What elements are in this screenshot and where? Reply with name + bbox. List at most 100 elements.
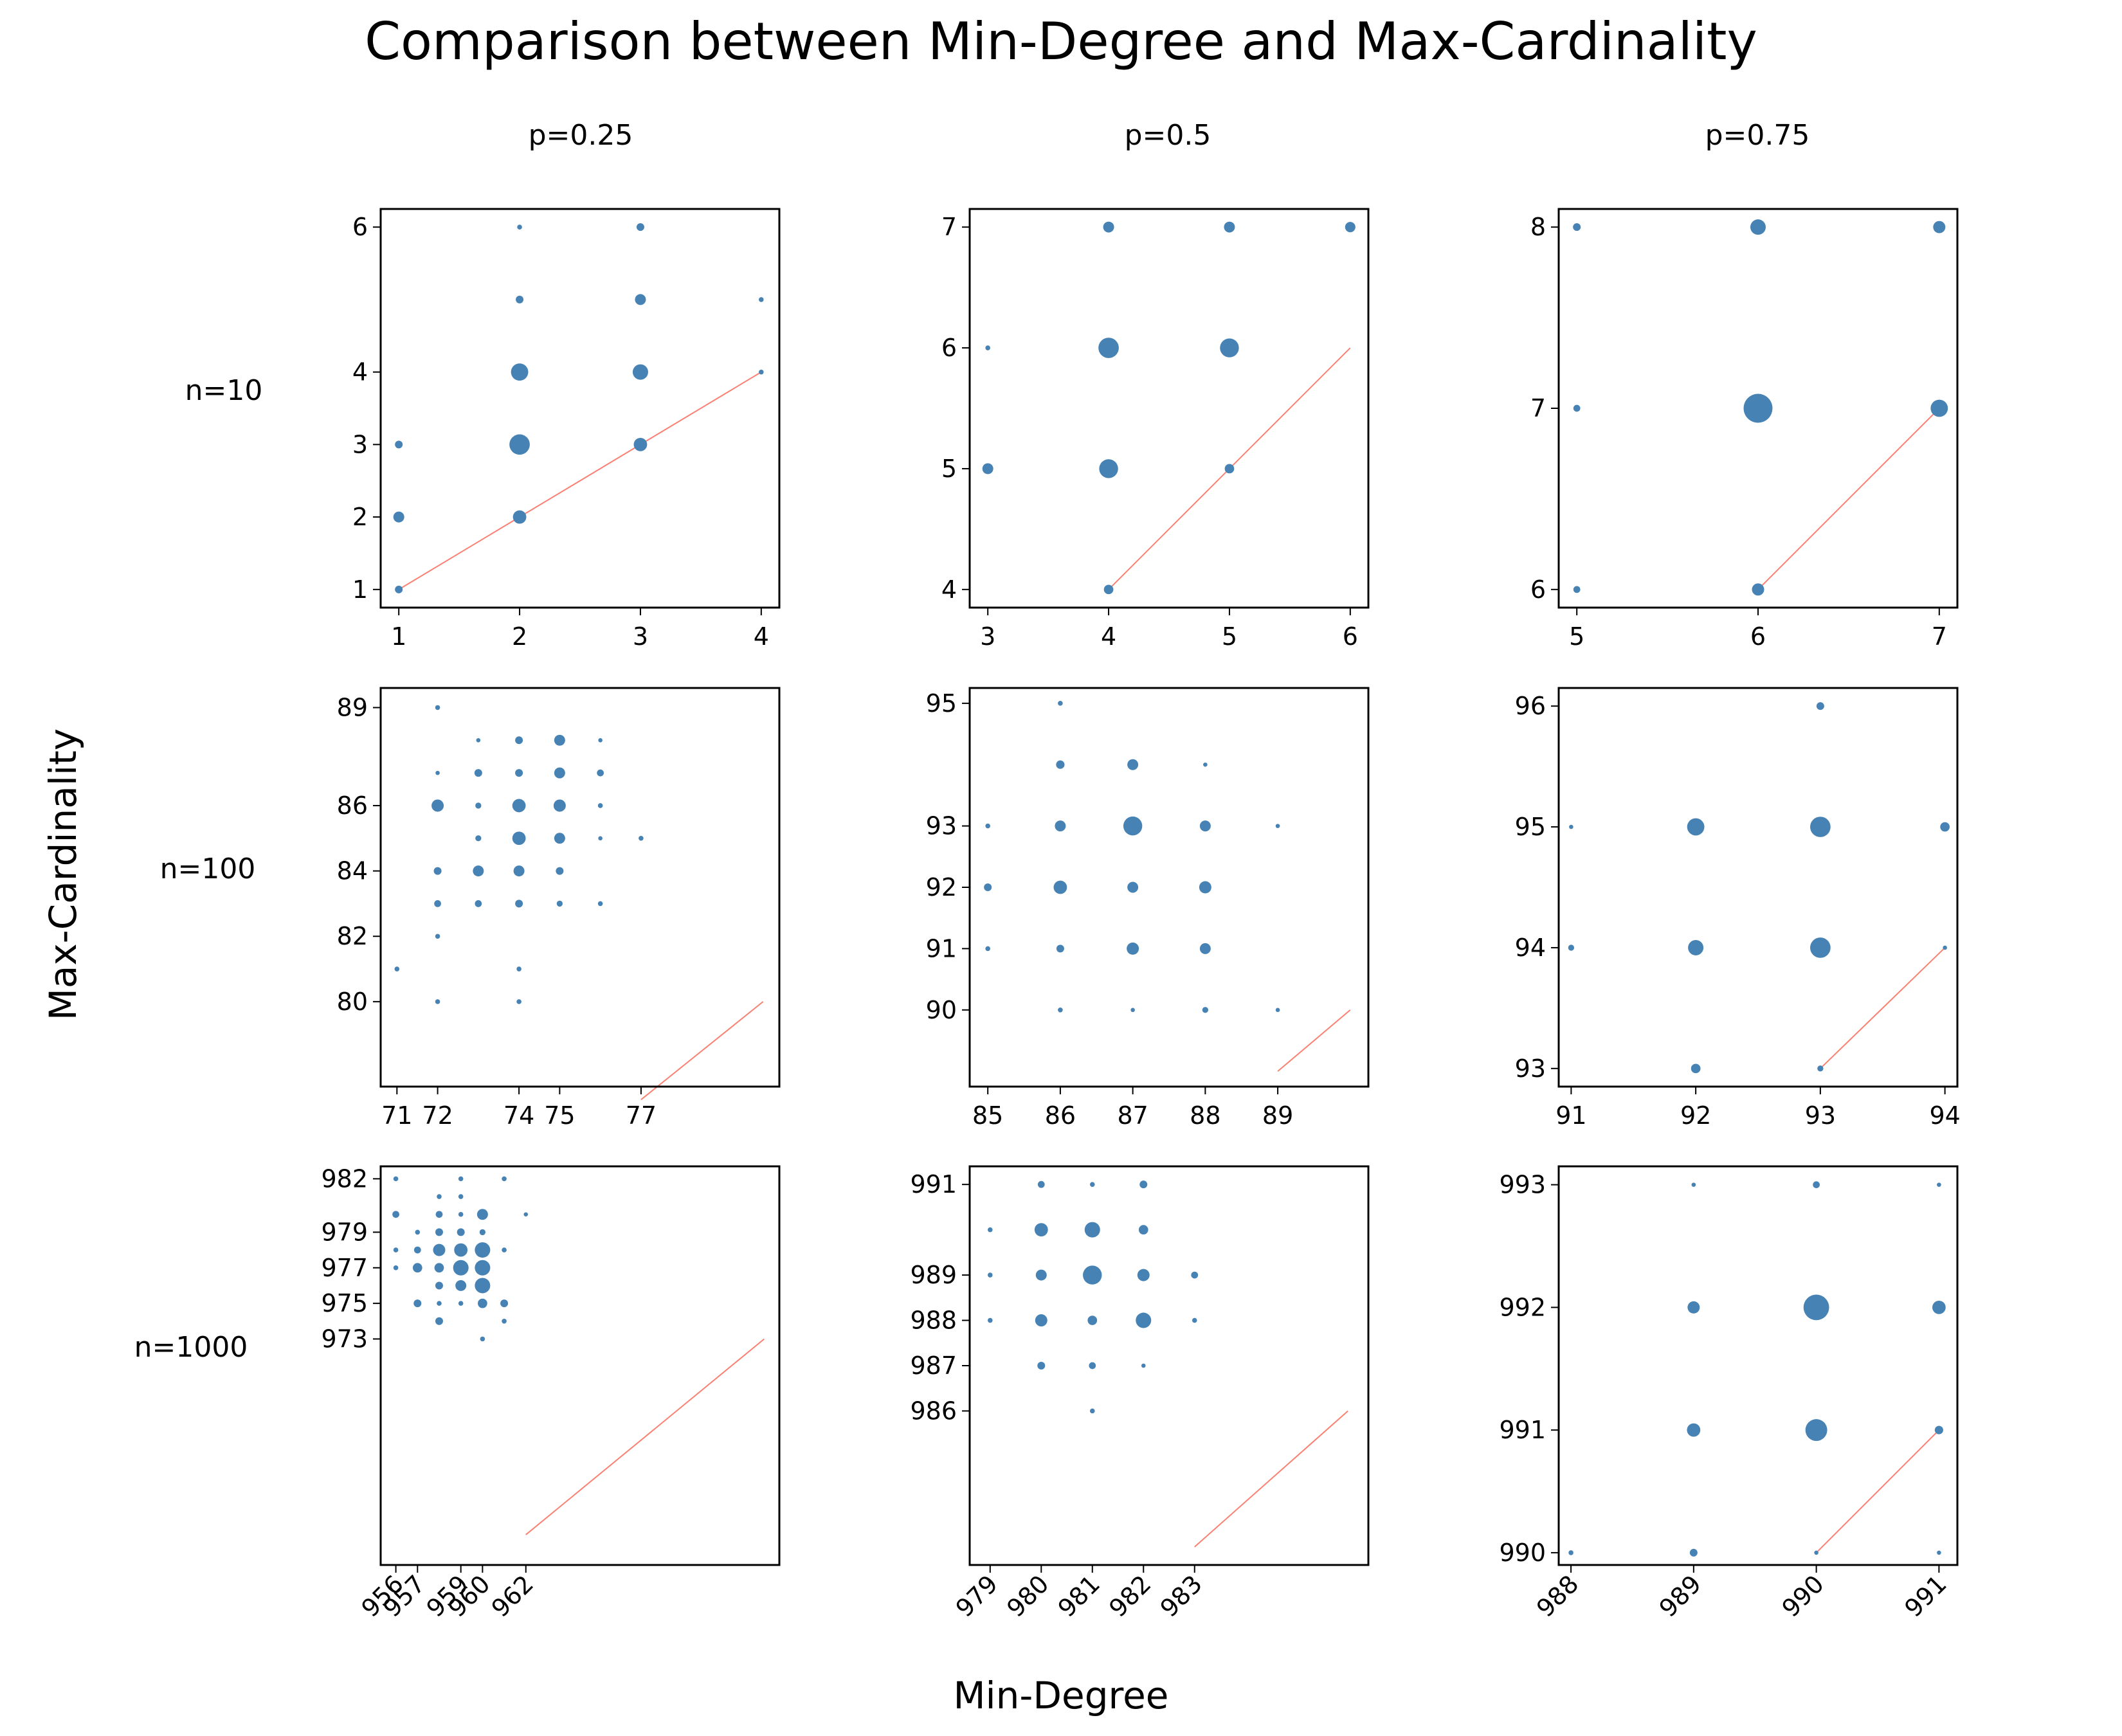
data-point: [1089, 1362, 1096, 1370]
y-tick-label: 84: [337, 857, 368, 885]
data-point: [1035, 1314, 1047, 1327]
data-point: [1053, 880, 1067, 894]
data-point: [415, 1229, 421, 1235]
data-point: [511, 363, 529, 381]
data-point: [475, 1278, 491, 1294]
y-tick-label: 8: [1530, 213, 1546, 241]
data-point: [1138, 1225, 1148, 1234]
data-point: [479, 1229, 486, 1236]
data-point: [395, 585, 403, 593]
data-point: [1199, 881, 1211, 894]
data-point: [476, 1209, 488, 1220]
data-point: [759, 297, 764, 302]
data-point: [1037, 1180, 1045, 1188]
data-point: [1203, 762, 1208, 767]
data-point: [1127, 942, 1139, 955]
data-point: [393, 511, 404, 523]
data-point: [1137, 1269, 1150, 1281]
data-point: [1275, 1008, 1280, 1013]
data-point: [458, 1194, 464, 1199]
data-point: [435, 934, 440, 939]
data-point: [1932, 1300, 1946, 1314]
x-tick-label: 86: [1045, 1101, 1076, 1130]
data-point: [1752, 583, 1764, 596]
y-tick-label: 86: [337, 791, 368, 820]
x-tick-label: 4: [1101, 622, 1116, 651]
data-point: [1056, 945, 1064, 953]
data-point: [435, 770, 440, 775]
data-point: [1123, 816, 1143, 836]
data-point: [1099, 459, 1118, 478]
data-point: [500, 1299, 509, 1308]
data-point: [513, 865, 525, 877]
x-tick-label: 3: [633, 622, 648, 651]
data-point: [1130, 1008, 1135, 1013]
data-point: [635, 294, 646, 305]
data-point: [393, 1265, 399, 1270]
x-tick-label: 85: [972, 1101, 1003, 1130]
data-point: [1573, 404, 1581, 412]
data-point: [982, 463, 993, 475]
data-point: [556, 867, 564, 875]
data-point: [556, 900, 563, 907]
y-tick-label: 80: [337, 988, 368, 1016]
y-tick-label: 987: [910, 1352, 957, 1380]
diagonal-line: [1820, 947, 1946, 1069]
y-tick-label: 973: [321, 1325, 368, 1353]
data-point: [1750, 219, 1766, 235]
data-point: [515, 736, 523, 745]
data-point: [434, 900, 441, 907]
col-label-1: p=0.5: [1125, 119, 1211, 152]
y-tick-label: 94: [1515, 934, 1546, 962]
x-tick-label: 91: [1555, 1101, 1586, 1130]
y-tick-label: 4: [941, 575, 957, 604]
y-tick-label: 989: [910, 1261, 957, 1289]
diagonal-line: [525, 1338, 765, 1535]
x-axis-label: Min-Degree: [954, 1674, 1169, 1717]
y-tick-label: 2: [352, 503, 368, 531]
panel-4: 85 86 87 88 89 90 91 92 93 95: [926, 687, 1370, 1130]
data-point: [433, 1243, 446, 1256]
x-tick-label: 991: [1899, 1569, 1952, 1622]
col-label-2: p=0.75: [1705, 119, 1810, 152]
data-point: [453, 1260, 469, 1276]
data-point: [475, 802, 482, 809]
x-tick-label: 988: [1531, 1569, 1584, 1622]
data-point: [1224, 464, 1235, 474]
data-point: [1688, 939, 1704, 955]
data-point: [1691, 1182, 1696, 1187]
data-point: [478, 1298, 487, 1308]
y-tick-label: 979: [321, 1218, 368, 1246]
y-axis-label: Max-Cardinality: [41, 728, 85, 1020]
data-point: [759, 369, 764, 375]
data-point: [435, 1317, 443, 1325]
data-point: [512, 831, 526, 845]
data-point: [1568, 1550, 1573, 1555]
data-point: [412, 1263, 422, 1273]
data-point: [437, 1301, 442, 1306]
data-point: [1933, 221, 1946, 233]
y-tick-label: 3: [352, 430, 368, 458]
data-point: [1803, 1294, 1829, 1321]
data-point: [433, 867, 442, 875]
data-point: [1037, 1362, 1046, 1370]
data-point: [1814, 1550, 1818, 1555]
data-point: [413, 1299, 422, 1308]
data-point: [1220, 338, 1239, 357]
x-tick-label: 2: [512, 622, 527, 651]
y-tick-label: 4: [352, 358, 368, 386]
data-point: [1687, 1301, 1700, 1314]
row-label-2: n=1000: [134, 1331, 248, 1364]
data-point: [515, 900, 523, 908]
x-tick-label: 982: [1103, 1569, 1156, 1622]
data-point: [985, 823, 990, 829]
data-point: [1224, 221, 1235, 233]
data-point: [1127, 882, 1139, 893]
data-point: [554, 767, 565, 779]
panel-8: 988 989 990 991 990 991 992 993: [1499, 1165, 1959, 1623]
axes-frame: [379, 208, 781, 609]
x-tick-label: 93: [1805, 1101, 1836, 1130]
